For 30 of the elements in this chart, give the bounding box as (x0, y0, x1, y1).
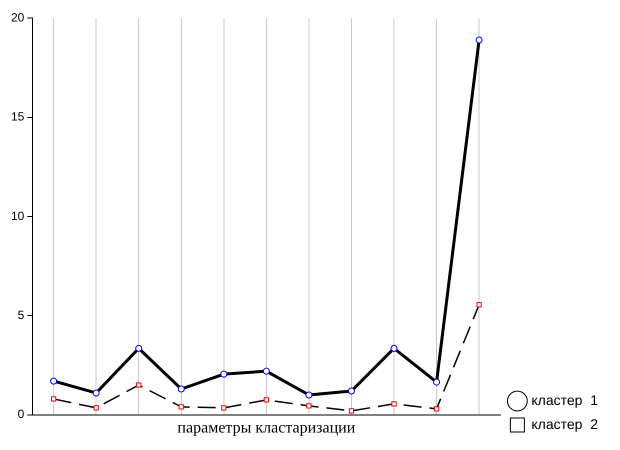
point (433, 378, 440, 386)
y-tick-label: 0 (18, 407, 25, 422)
point (305, 391, 312, 398)
point (221, 405, 226, 410)
point (476, 302, 482, 308)
point (264, 397, 269, 403)
point (220, 370, 228, 378)
y-tick-label: 5 (18, 308, 25, 322)
x-axis-title: параметры кластаризации (177, 420, 356, 437)
y-tick-label: 10 (10, 208, 25, 223)
point (178, 386, 185, 393)
point (136, 382, 142, 388)
point (476, 36, 483, 44)
point (390, 344, 398, 352)
point (92, 389, 100, 396)
point (348, 408, 354, 414)
point (50, 378, 58, 385)
point (262, 368, 270, 375)
point (94, 405, 99, 410)
point (306, 403, 312, 408)
point (51, 396, 56, 402)
y-tick-label: 15 (10, 110, 25, 124)
point (391, 401, 397, 407)
point (178, 404, 184, 410)
point (348, 388, 355, 395)
y-tick-label: 20 (10, 10, 25, 25)
point (434, 406, 440, 412)
point (135, 344, 142, 352)
legend-label: кластер 2 (531, 416, 598, 432)
legend-label: кластер 1 (531, 392, 598, 408)
